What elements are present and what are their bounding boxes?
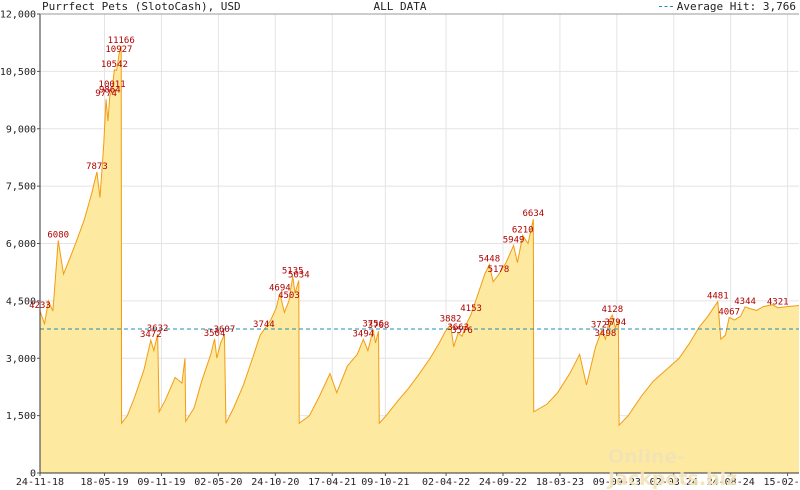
legend-dash-swatch [658, 6, 673, 7]
data-label: 3498 [595, 329, 617, 339]
data-label: 11166 [108, 36, 135, 46]
y-tick-label: 7,500 [6, 182, 36, 193]
x-tick-label: 02-05-20 [194, 477, 242, 488]
data-label: 10011 [99, 80, 126, 90]
x-tick-label: 09-11-19 [137, 477, 185, 488]
data-label: 6080 [47, 230, 69, 240]
data-label: 3607 [214, 325, 236, 335]
data-label: 3504 [204, 329, 226, 339]
data-label: 3882 [440, 315, 462, 325]
data-label: 3576 [451, 326, 473, 336]
y-tick-label: 10,500 [0, 67, 36, 78]
data-label: 3727 [591, 320, 613, 330]
x-tick-label: 18-03-23 [536, 477, 584, 488]
data-label: 4481 [707, 292, 729, 302]
legend-label: Average Hit: 3,766 [676, 0, 796, 13]
chart-subtitle: ALL DATA [373, 0, 427, 13]
series-area [40, 45, 799, 474]
data-label: 5949 [503, 235, 525, 245]
data-label: 4344 [734, 297, 756, 307]
data-label: 3472 [140, 330, 162, 340]
chart-title: Purrfect Pets (SlotoCash), USD [42, 0, 241, 13]
y-axis: 0 1,500 3,000 4,500 6,000 7,500 9,000 10,500 12,… [0, 10, 40, 480]
data-label: 3632 [147, 324, 169, 334]
x-axis: 24-11-18 18-05-19 09-11-19 02-05-20 24-10-20… [16, 473, 800, 488]
data-label: 6210 [512, 225, 534, 235]
y-tick-label: 4,500 [6, 296, 36, 307]
x-tick-label: 02-04-22 [422, 477, 470, 488]
data-label: 5135 [282, 267, 304, 277]
y-tick-label: 1,500 [6, 411, 36, 422]
data-label: 3756 [362, 319, 384, 329]
y-tick-label: 0 [30, 469, 36, 480]
data-label: 6634 [523, 209, 545, 219]
data-label: 5448 [478, 255, 500, 265]
data-label: 4153 [460, 304, 482, 314]
x-tick-label: 17-04-21 [308, 477, 356, 488]
data-label: 4321 [767, 298, 789, 308]
y-tick-label: 6,000 [6, 239, 36, 250]
data-label: 4128 [601, 305, 623, 315]
data-label: 10927 [105, 45, 132, 55]
x-tick-label: 24-09-22 [479, 477, 527, 488]
x-tick-label: 15-02-25 [764, 477, 800, 488]
data-label: 3794 [604, 318, 626, 328]
x-tick-label: 02-03-24 [650, 477, 698, 488]
y-tick-label: 9,000 [6, 124, 36, 135]
x-tick-label: 24-11-18 [16, 477, 64, 488]
series-line [39, 45, 800, 427]
x-tick-label: 24-08-24 [707, 477, 755, 488]
legend: Average Hit: 3,766 [658, 0, 796, 13]
y-tick-label: 12,000 [0, 10, 36, 21]
data-label: 9864 [99, 86, 121, 96]
data-label: 3663 [447, 323, 469, 333]
x-tick-label: 09-10-21 [361, 477, 409, 488]
data-label: 4694 [269, 283, 291, 293]
data-label: 4067 [718, 307, 740, 317]
y-tick-label: 3,000 [6, 354, 36, 365]
data-label: 9774 [95, 89, 117, 99]
x-tick-label: 09-09-23 [593, 477, 641, 488]
data-label: 5178 [488, 265, 510, 275]
x-tick-label: 24-10-20 [251, 477, 299, 488]
data-label: 3494 [352, 329, 374, 339]
data-label: 7873 [86, 162, 108, 172]
data-label: 10542 [101, 60, 128, 70]
data-label: 3708 [368, 321, 390, 331]
data-label: 4503 [278, 291, 300, 301]
data-label: 3744 [253, 320, 275, 330]
x-tick-label: 18-05-19 [80, 477, 128, 488]
data-label: 5034 [288, 270, 310, 280]
watermark: Online-Jackpots.biz [608, 446, 738, 490]
data-label: 4233 [29, 301, 51, 311]
